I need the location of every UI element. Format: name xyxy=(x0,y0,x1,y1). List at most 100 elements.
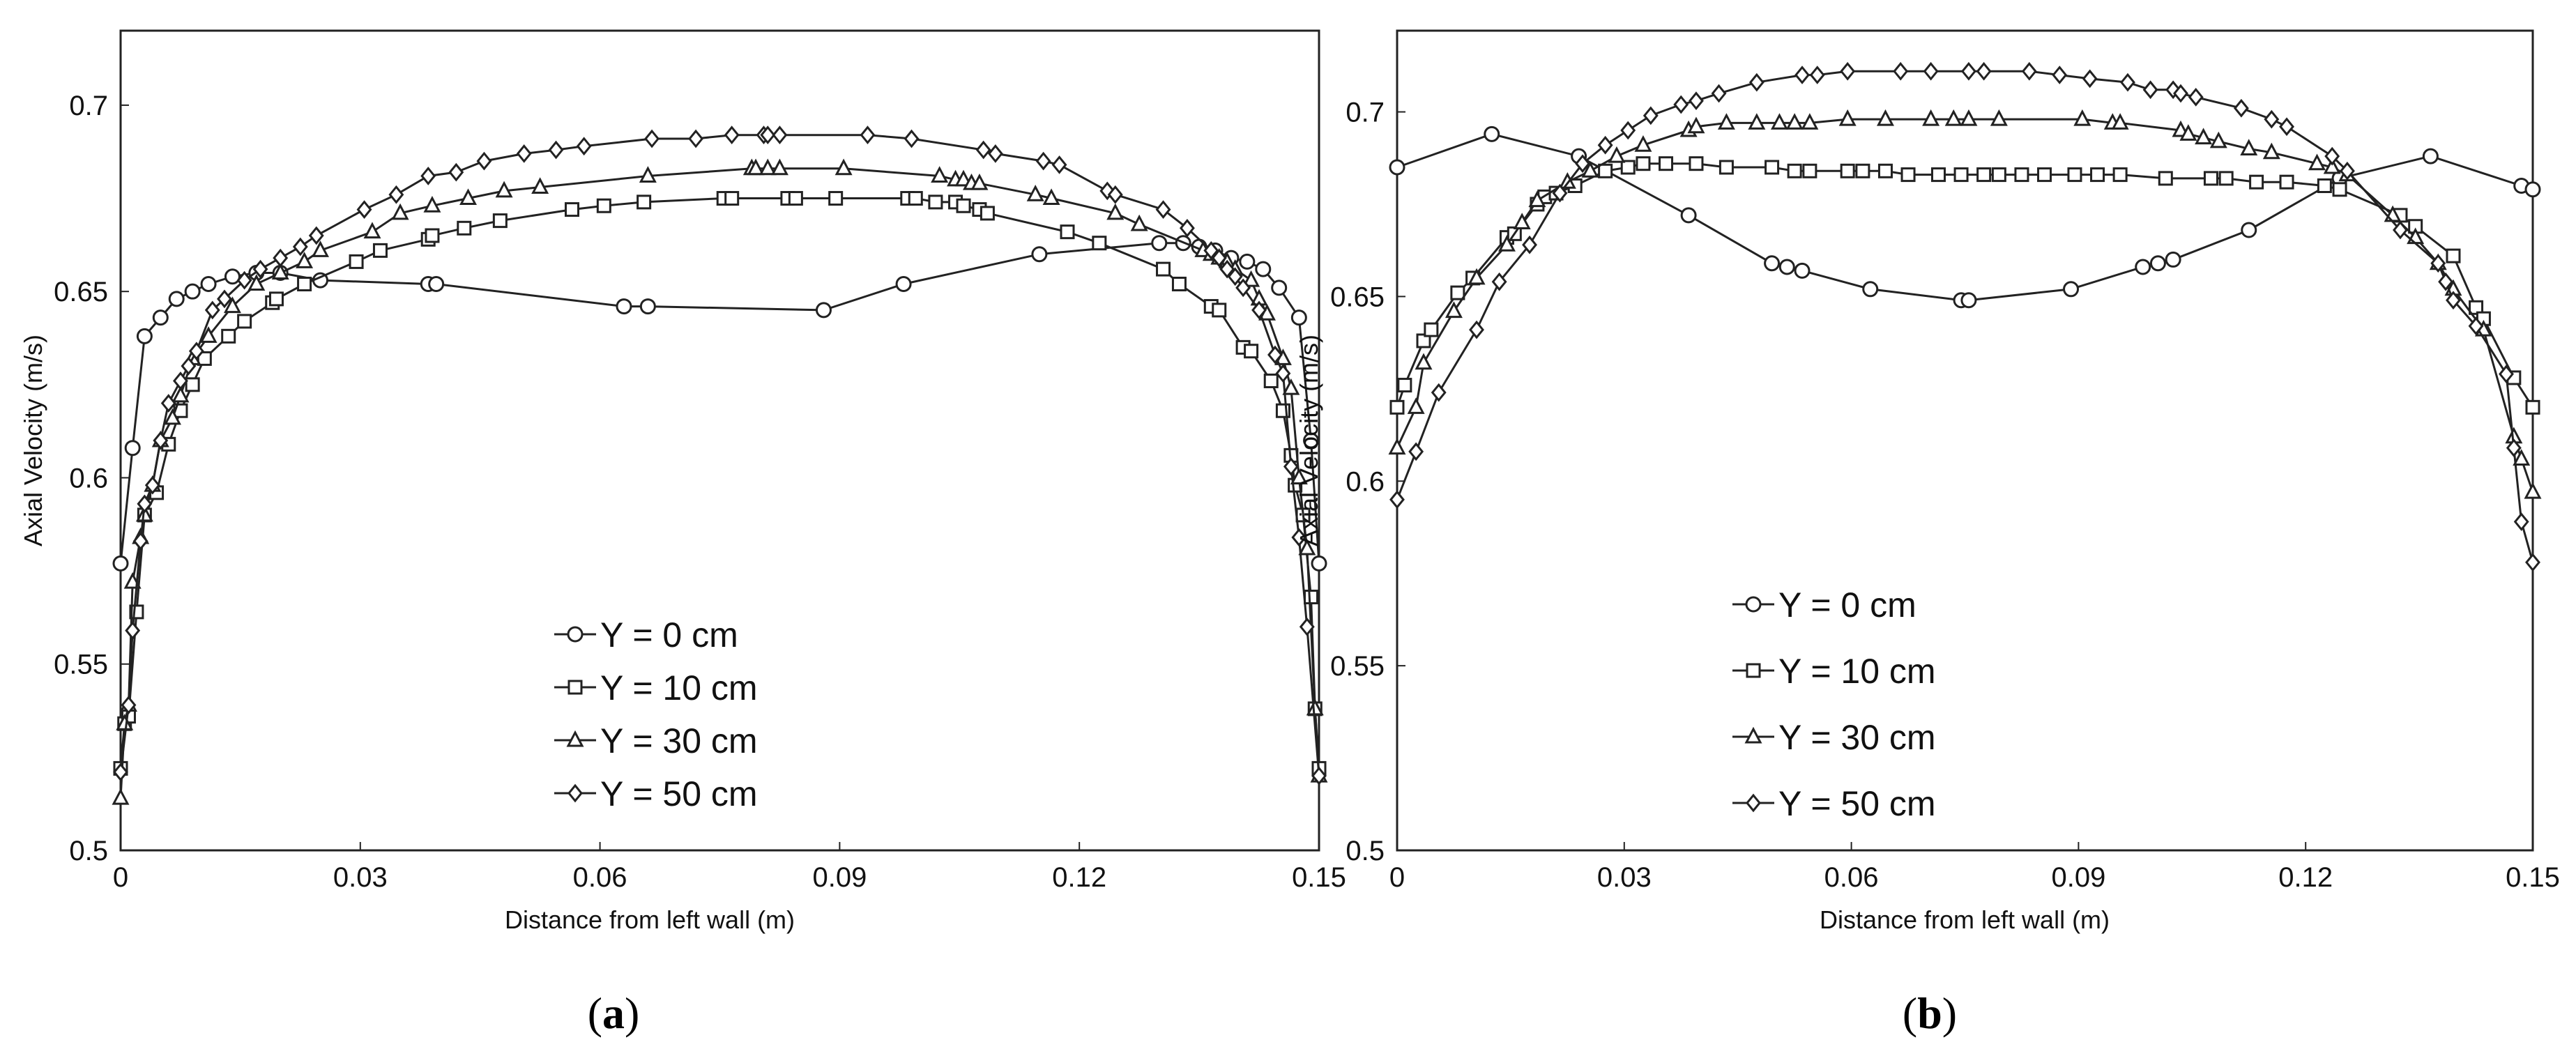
panel-a-series-y-30-cm-point xyxy=(423,196,441,213)
panel-b-series-y-50-cm-point xyxy=(2468,316,2484,336)
panel-b-series-y-30-cm-point xyxy=(1770,113,1788,130)
panel-b-series-y-50-cm-point xyxy=(1408,442,1424,461)
panel-b-series-y-30-cm-point xyxy=(1528,190,1546,208)
panel-b-series-y-10-cm-point xyxy=(2014,167,2029,183)
panel-b-series-y-10-cm-point xyxy=(1930,167,1946,183)
panel-a-y-tick-label: 0.5 xyxy=(69,836,108,866)
panel-b-series-y-10-cm-point xyxy=(1450,285,1465,300)
panel-b-series-y-50-cm-point xyxy=(1469,320,1484,339)
panel-b-series-y-50-cm-point xyxy=(1597,135,1613,155)
panel-b-series-y-10-cm-point xyxy=(2525,399,2540,415)
panel-b-series-y-50-cm-point xyxy=(1923,61,1939,81)
panel-b-series-y-10-cm-point xyxy=(1424,322,1439,337)
panel-b-series-y-50-cm-point xyxy=(2142,80,2158,100)
panel-a-series-y-50-cm-point xyxy=(173,372,188,390)
panel-b-series-y-30-cm-point xyxy=(2262,142,2280,160)
panel-b-series-y-30-cm-point xyxy=(1990,109,2008,126)
panel-a-series-y-10-cm-point xyxy=(564,202,579,217)
panel-a-label-letter: a xyxy=(602,988,625,1038)
panel-b-legend-marker-y-50-cm xyxy=(1746,793,1761,813)
panel-b-series-y-30-cm-point xyxy=(1581,161,1599,178)
panel-b-series-y-30-cm-point xyxy=(1407,397,1425,414)
panel-a-series-y-10-cm-point xyxy=(828,191,844,206)
panel-b-series-y-30-cm-point xyxy=(2195,128,2213,145)
panel-a-series-y-0-cm-point xyxy=(152,309,169,326)
panel-a-series-y-30-cm-point xyxy=(759,158,777,176)
panel-a-series-y-50-cm-point xyxy=(132,531,148,551)
panel-a-series-y-50-cm-point xyxy=(644,129,660,148)
panel-a-legend-marker-y-0-cm xyxy=(567,626,584,643)
panel-a-series-y-30-cm-point xyxy=(459,188,477,206)
panel-a-legend-item-y-10-cm: Y = 10 cm xyxy=(554,668,758,707)
panel-b-series-y-10-cm-point xyxy=(1991,167,2006,183)
panel-b-series-y-50-cm-point xyxy=(1748,72,1765,92)
panel-a-series-y-50-cm-point xyxy=(1267,345,1283,365)
panel-b-series-y-30-cm-point xyxy=(1468,268,1486,285)
panel-a-series-y-50-cm-point xyxy=(1155,200,1171,219)
panel-a-series-y-50-cm-point xyxy=(1179,218,1195,238)
panel-b-series-y-10-cm-point xyxy=(2158,171,2173,186)
panel-b-series-y-30-cm-point xyxy=(1608,146,1626,163)
panel-a-series-y-30-cm-point xyxy=(296,252,314,268)
panel-b-series-y-50-cm-point xyxy=(1620,121,1636,140)
panel-b-series-y-0-cm-point xyxy=(2165,251,2181,268)
panel-a-series-y-50-cm-point xyxy=(308,226,324,245)
panel-b-series-y-50-cm-point xyxy=(2324,146,2340,166)
panel-b-legend-label-y-30-cm: Y = 30 cm xyxy=(1778,718,1936,757)
panel-a-legend-label-y-30-cm: Y = 30 cm xyxy=(600,721,758,760)
panel-b-series-y-50-cm-point xyxy=(2506,438,2522,457)
panel-a-series-y-50-cm-point xyxy=(273,248,289,268)
panel-a-series-y-30-cm-point xyxy=(1026,184,1044,201)
panel-b-series-y-30-cm xyxy=(1388,109,2542,499)
panel-b-series-y-50-cm-point xyxy=(1522,235,1537,254)
panel-a-series-y-50-cm-point xyxy=(188,342,204,361)
panel-b-ticks: 0 0.03 0.06 0.09 0.12 0.15 0.5 0.55 0.6 0.65 0.7 xyxy=(1330,98,2560,893)
panel-b-y-axis-label: Axial Velocity (m/s) xyxy=(1295,335,1323,546)
panel-a-series-y-10-cm-point xyxy=(1092,236,1107,251)
panel-b-series-y-50-cm-point xyxy=(2339,161,2355,181)
panel-b-series-y-0-cm-point xyxy=(2135,259,2151,275)
panel-b-series-y-30-cm-point xyxy=(2308,153,2326,171)
panel-a-series-y-30-cm-point xyxy=(970,173,989,190)
panel-b-legend-item-y-30-cm: Y = 30 cm xyxy=(1732,718,1936,757)
panel-a-series-y-0-cm-point xyxy=(124,440,141,457)
panel-a-series-y-50-cm-point xyxy=(1107,185,1123,204)
panel-b-series-y-10-cm-point xyxy=(1840,163,1855,178)
panel-b-series-y-50-cm-point xyxy=(1689,91,1704,111)
panel-a-series-y-50-cm-point xyxy=(772,125,788,145)
panel-b-x-tick-label: 0 xyxy=(1389,862,1405,893)
panel-b-series-y-30-cm-point xyxy=(1445,301,1463,319)
panel-b-series-y-50-cm-point xyxy=(1575,154,1591,174)
panel-b-series-y-0-cm-point xyxy=(1764,255,1781,272)
panel-a-series-y-10-cm-point xyxy=(1263,373,1279,388)
panel-b-series-y-10-cm-point xyxy=(1416,333,1431,349)
panel-a-series-y-30-cm-point xyxy=(116,714,134,730)
panel-a-series-y-0-cm-point xyxy=(1271,280,1288,296)
panel-a-series-y-50-cm-point xyxy=(144,475,160,495)
panel-a-series-y-10-cm-point xyxy=(457,220,472,236)
panel-a-series-y-30-cm-point xyxy=(770,158,788,176)
panel-b-series-y-50-cm-point xyxy=(2393,220,2408,240)
panel-a-series-y-50-cm-point xyxy=(181,356,197,376)
panel-a-series-y-50-cm-point xyxy=(1211,248,1227,268)
panel-a-series-y-50-cm-point xyxy=(1283,457,1299,476)
panel-a-series-y-10-cm-point xyxy=(596,198,611,213)
panel-a-series-y-50-cm xyxy=(113,125,1327,786)
panel-b-series-y-30-cm-point xyxy=(1838,109,1857,126)
panel-b-series-y-0-cm-point xyxy=(2063,281,2080,298)
panel-b-series-y-10-cm-point xyxy=(2446,248,2461,263)
panel-b-series-y-50-cm-point xyxy=(2430,254,2446,273)
panel-b-series-y-50-cm-point xyxy=(1809,66,1825,84)
panel-a-series-y-10-cm-point xyxy=(908,191,923,206)
panel-a-series-y-50-cm-point xyxy=(448,162,464,182)
panel-a-series-y-30-cm-point xyxy=(1282,378,1300,395)
panel-b-series-y-30-cm-point xyxy=(2073,109,2091,126)
panel-b-series-y-30-cm-point xyxy=(1388,438,1406,455)
panel-a-series-y-0-cm-point xyxy=(1303,432,1320,449)
panel-a-series-y-0-cm-point xyxy=(1239,253,1256,270)
panel-a-series-y-50-cm-point xyxy=(975,140,991,160)
panel-b-series-y-10-cm-point xyxy=(1689,156,1704,171)
panel-b-series-y-0-cm-point xyxy=(2524,181,2541,198)
panel-b-series-y-0-cm-point xyxy=(1484,125,1500,142)
panel-b-legend-label-y-10-cm: Y = 10 cm xyxy=(1778,652,1936,691)
